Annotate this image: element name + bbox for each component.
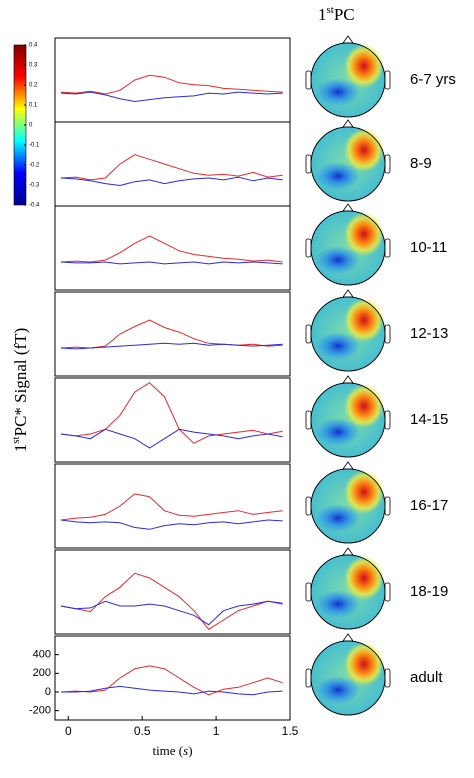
panel-frame xyxy=(54,291,291,377)
topomap xyxy=(305,35,391,118)
age-label: 18-19 xyxy=(410,583,448,600)
signal-line xyxy=(60,493,283,521)
x-axis-label: time (s) xyxy=(152,743,192,758)
y-tick-label: 0 xyxy=(45,686,51,698)
panel-frame xyxy=(54,463,291,549)
colorbar-tick-label: 0.1 xyxy=(29,103,38,109)
colorbar-tick-label: -0.1 xyxy=(29,143,40,149)
signal-line xyxy=(60,342,283,350)
topomap xyxy=(305,633,391,716)
panel-frame xyxy=(54,549,291,635)
signal-line xyxy=(60,600,283,626)
topomap xyxy=(305,119,391,202)
x-axis-label-part: s xyxy=(183,743,188,758)
signal-line xyxy=(60,91,283,103)
y-tick-label: 400 xyxy=(33,649,51,661)
topomap xyxy=(305,547,391,630)
colorbar-tick-label: 0.2 xyxy=(29,83,38,89)
colorbar-tick-label: 0.4 xyxy=(29,43,38,49)
x-tick-label: 1 xyxy=(213,724,220,738)
colorbar-tick-label: 0.3 xyxy=(29,63,38,69)
topomap xyxy=(305,203,391,286)
panel-frame xyxy=(54,635,291,721)
panel-frame xyxy=(54,121,291,207)
x-tick-label: 0.5 xyxy=(134,724,151,738)
signal-line xyxy=(60,685,283,696)
signal-line xyxy=(60,428,283,449)
colorbar-tick-label: -0.2 xyxy=(29,163,40,169)
age-label: 8-9 xyxy=(410,155,432,172)
figure-title: 1stPC xyxy=(318,4,355,24)
topomap xyxy=(305,375,391,458)
signal-line xyxy=(60,665,283,696)
x-axis-label-part: ) xyxy=(188,743,192,758)
topomap xyxy=(305,289,391,372)
age-label: adult xyxy=(410,669,443,686)
age-label: 6-7 yrs xyxy=(410,71,456,88)
age-label: 12-13 xyxy=(410,325,448,342)
age-label: 10-11 xyxy=(410,239,447,256)
age-label: 14-15 xyxy=(410,411,448,428)
y-tick-label: 200 xyxy=(33,667,51,679)
panel-frame xyxy=(54,205,291,291)
signal-line xyxy=(60,572,283,630)
colorbar-tick-label: 0 xyxy=(29,123,33,129)
signal-line xyxy=(60,382,283,444)
signal-line xyxy=(60,519,283,530)
y-axis-label: 1stPC* Signal (fT) xyxy=(10,328,30,452)
colorbar-tick-label: -0.3 xyxy=(29,183,40,189)
panel-frame xyxy=(54,377,291,463)
topomap xyxy=(305,461,391,544)
signal-line xyxy=(60,74,283,95)
x-tick-label: 0 xyxy=(65,724,72,738)
x-tick-label: 1.5 xyxy=(282,724,299,738)
x-axis-label-part: time ( xyxy=(152,743,183,758)
signal-line xyxy=(60,235,283,263)
signal-line xyxy=(60,154,283,181)
age-label: 16-17 xyxy=(410,497,448,514)
y-tick-label: -200 xyxy=(29,705,51,717)
signal-line xyxy=(60,176,283,187)
signal-line xyxy=(60,261,283,265)
colorbar-tick-label: -0.4 xyxy=(29,203,40,209)
